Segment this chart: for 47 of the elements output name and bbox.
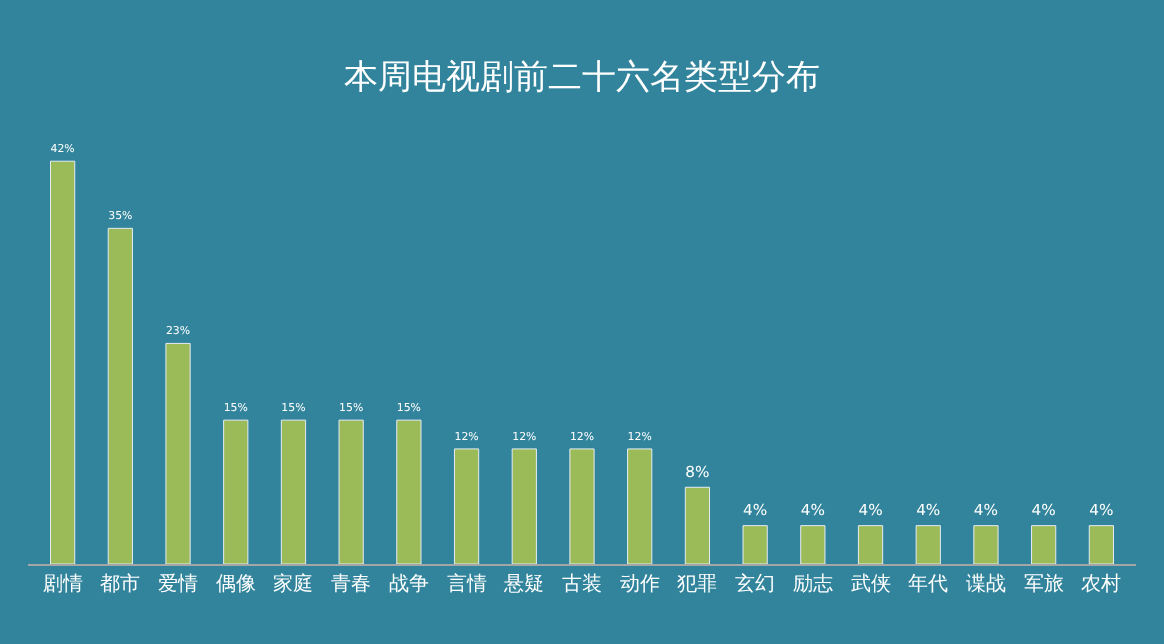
x-tick-label: 悬疑: [502, 572, 545, 596]
x-tick-label: 励志: [792, 572, 833, 596]
x-tick-label: 言情: [446, 572, 487, 596]
bar: [742, 525, 768, 564]
x-tick-label: 爱情: [158, 572, 199, 596]
data-label: 4%: [1089, 501, 1114, 520]
data-label: 4%: [973, 501, 999, 520]
x-tick-label: 家庭: [273, 572, 314, 596]
x-tick-label: 战争: [388, 572, 429, 596]
data-label: 4%: [743, 501, 768, 520]
x-tick-label: 年代: [908, 572, 949, 596]
bar: [800, 525, 826, 564]
bar: [223, 419, 249, 564]
bar: [973, 525, 999, 564]
bar: [280, 419, 307, 564]
data-label: 4%: [858, 501, 883, 520]
data-label: 4%: [916, 501, 941, 520]
x-tick-label: 犯罪: [677, 574, 718, 596]
data-label: 8%: [685, 462, 710, 481]
x-tick-label: 青春: [331, 572, 372, 596]
bar: [684, 486, 711, 564]
bar: [107, 227, 133, 564]
x-tick-label: 武侠: [850, 572, 891, 596]
bar: [511, 448, 537, 564]
x-tick-label: 剧情: [42, 572, 83, 596]
x-tick-label: 玄幻: [735, 572, 776, 596]
x-tick-label: 农村: [1081, 572, 1122, 596]
bar: [453, 448, 480, 564]
bar: [50, 160, 76, 564]
bar: [338, 419, 364, 564]
bar: [165, 342, 191, 564]
chart-title: 本周电视剧前二十六名类型分布: [344, 58, 820, 99]
data-label: 4%: [800, 501, 825, 520]
x-tick-label: 偶像: [215, 572, 256, 596]
bar: [857, 525, 884, 564]
x-tick-label: 军旅: [1023, 572, 1064, 596]
bar: [569, 448, 595, 564]
x-tick-label: 谍战: [965, 572, 1006, 596]
bar: [627, 448, 653, 564]
bar: [396, 419, 422, 564]
bar: [1088, 525, 1114, 564]
data-label: 4%: [1031, 501, 1056, 520]
bar: [915, 525, 941, 564]
x-tick-label: 古装: [562, 572, 602, 596]
x-tick-label: 都市: [100, 572, 141, 596]
x-tick-label: 动作: [619, 574, 660, 596]
bar: [1031, 525, 1057, 564]
